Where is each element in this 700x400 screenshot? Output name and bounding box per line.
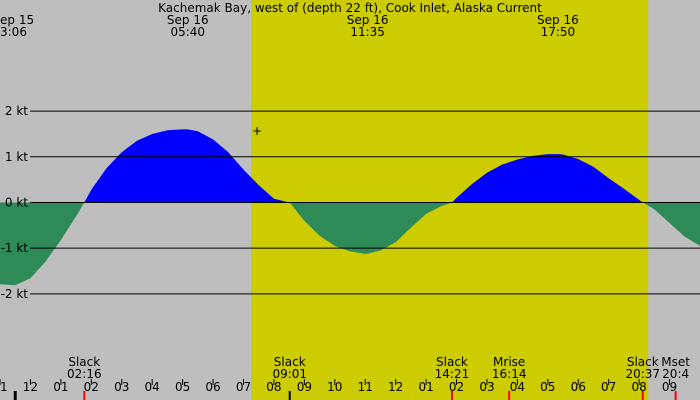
hour-label: 11 <box>0 380 8 394</box>
slack-label: Slack <box>627 355 659 369</box>
current-area <box>0 129 700 286</box>
hour-label: 12 <box>388 380 403 394</box>
slack-label: Slack <box>274 355 306 369</box>
event-marker <box>288 391 291 400</box>
y-tick-label: -2 kt <box>1 287 29 301</box>
chart-title: Kachemak Bay, west of (depth 22 ft), Coo… <box>158 1 542 15</box>
x-axis: 11 12 01 02 03 04 05 06 07 08 09 10 11 12 01 02 03 04 05 06… <box>0 379 677 400</box>
midnight-marker <box>13 391 17 400</box>
slack-label: Slack <box>68 355 100 369</box>
hour-label: 04 <box>145 380 160 394</box>
ebb-area <box>289 202 452 254</box>
event-time-label: 02:16 <box>67 367 102 381</box>
top-date-label: ep 15 <box>0 13 34 27</box>
hour-label: 05 <box>175 380 190 394</box>
ebb-area <box>0 202 85 286</box>
hour-label: 10 <box>327 380 342 394</box>
hour-label: 02 <box>84 380 99 394</box>
y-tick-label: 1 kt <box>5 150 28 164</box>
y-tick-label: -1 kt <box>1 241 29 255</box>
event-time-label: 09:01 <box>272 367 307 381</box>
plus-mark: + <box>252 124 262 138</box>
top-date-label: Sep 16 <box>537 13 579 27</box>
slack-label: Slack <box>436 355 468 369</box>
event-time-label: 16:14 <box>492 367 527 381</box>
flood-area <box>84 129 290 203</box>
top-time-label: 11:35 <box>350 25 385 39</box>
event-marker <box>508 391 511 400</box>
mrise-label: Mrise <box>493 355 525 369</box>
event-marker <box>83 391 86 400</box>
hour-label: 06 <box>571 380 586 394</box>
top-time-label: 3:06 <box>0 25 27 39</box>
event-marker <box>674 391 677 400</box>
top-time-label: 05:40 <box>170 25 205 39</box>
flood-area <box>452 154 643 203</box>
event-time-label: 20:37 <box>625 367 660 381</box>
event-time-label: 20:4 <box>662 367 689 381</box>
y-tick-label: 2 kt <box>5 104 28 118</box>
event-marker <box>641 391 644 400</box>
hour-label: 08 <box>631 380 646 394</box>
hour-label: 07 <box>236 380 251 394</box>
hour-label: 01 <box>53 380 68 394</box>
hour-label: 11 <box>358 380 373 394</box>
hour-label: 05 <box>540 380 555 394</box>
mset-label: Mset <box>661 355 690 369</box>
hour-label: 09 <box>662 380 677 394</box>
hour-label: 09 <box>297 380 312 394</box>
ebb-area <box>642 202 700 246</box>
top-date-label: Sep 16 <box>347 13 389 27</box>
grid-lines <box>30 110 700 295</box>
hour-label: 04 <box>510 380 525 394</box>
hour-label: 02 <box>449 380 464 394</box>
y-tick-label: 0 kt <box>5 195 28 209</box>
hour-label: 12 <box>23 380 38 394</box>
event-labels: Slack02:16Slack09:01Slack14:21Mrise16:14… <box>67 355 690 381</box>
hour-label: 07 <box>601 380 616 394</box>
hour-label: 03 <box>114 380 129 394</box>
hour-label: 01 <box>418 380 433 394</box>
event-marker <box>450 391 453 400</box>
event-time-label: 14:21 <box>435 367 470 381</box>
hour-label: 03 <box>479 380 494 394</box>
hour-label: 08 <box>266 380 281 394</box>
top-date-label: Sep 16 <box>167 13 209 27</box>
top-time-label: 17:50 <box>541 25 576 39</box>
hour-label: 06 <box>205 380 220 394</box>
y-axis-labels: 2 kt 1 kt 0 kt -1 kt -2 kt <box>1 104 29 301</box>
